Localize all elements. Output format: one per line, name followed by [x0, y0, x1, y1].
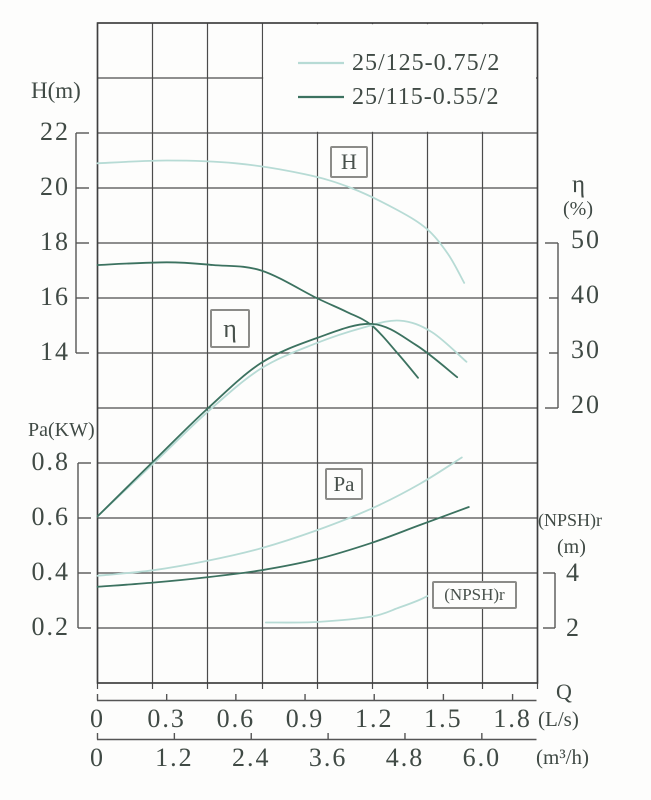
npshr-axis-tick-label: 4	[566, 558, 581, 587]
npshr-curve-label: (NPSH)r	[444, 585, 505, 604]
eta-axis-unit: (%)	[563, 198, 593, 220]
h-axis-tick-label: 14	[40, 337, 70, 366]
q-m3h-axis-tick-label: 4.8	[385, 743, 425, 772]
q-ls-axis-tick-label: 0.3	[147, 704, 186, 733]
npshr-axis-unit: (m)	[557, 536, 586, 558]
npshr-axis-tick-label: 2	[566, 613, 581, 642]
h-axis-tick-label: 16	[40, 282, 70, 311]
legend-label-25-125: 25/125-0.75/2	[352, 50, 501, 76]
q-m3h-axis-tick-label: 6.0	[462, 743, 502, 772]
curve-NPSHr-25/125-0.75/2	[264, 595, 429, 624]
eta-axis-tick-label: 20	[571, 390, 601, 419]
q-ls-axis-tick-label: 0.9	[285, 704, 325, 733]
q-m3h-axis-tick-label: 1.2	[155, 743, 194, 772]
curve-H-25/115-0.55/2	[96, 261, 419, 379]
h-axis-title: H(m)	[31, 78, 81, 103]
q-axis-unit-ls: (L/s)	[538, 707, 579, 731]
curve-eta-25/115-0.55/2	[96, 322, 459, 518]
legend-panel	[263, 24, 536, 132]
eta-axis-tick-label: 50	[571, 225, 601, 254]
h-curve-label: H	[341, 149, 357, 174]
q-ls-axis-tick-label: 1.2	[354, 704, 394, 733]
eta-axis-title: η	[572, 171, 586, 198]
pa-axis-title: Pa(KW)	[28, 419, 95, 441]
h-curve-label-box: H	[330, 146, 368, 178]
h-axis-tick-label: 20	[40, 172, 70, 201]
pa-axis-tick-label: 0.6	[31, 502, 70, 531]
pa-axis-tick-label: 0.2	[31, 612, 70, 641]
q-axis-title: Q	[556, 679, 572, 704]
pa-curve-label-box: Pa	[325, 468, 363, 500]
eta-curve-label-box: η	[210, 309, 250, 348]
q-ls-axis-tick-label: 1.8	[493, 704, 532, 733]
q-ls-axis-tick-label: 0	[90, 704, 105, 733]
h-axis-tick-label: 18	[40, 227, 70, 256]
q-ls-axis-tick-label: 0.6	[216, 704, 256, 733]
pa-curve-label: Pa	[333, 471, 355, 496]
q-m3h-axis-tick-label: 2.4	[231, 743, 271, 772]
q-axis-unit-m3h: (m³/h)	[536, 745, 589, 769]
pa-axis-tick-label: 0.8	[31, 447, 70, 476]
npshr-curve-label-box: (NPSH)r	[432, 581, 517, 609]
pa-axis-tick-label: 0.4	[31, 557, 70, 586]
curve-H-25/125-0.75/2	[96, 159, 466, 284]
h-axis-tick-label: 22	[40, 117, 70, 146]
curve-eta-25/125-0.75/2	[96, 319, 468, 518]
eta-axis-tick-label: 40	[571, 280, 601, 309]
eta-curve-label: η	[223, 313, 237, 343]
curve-Pa-25/115-0.55/2	[96, 506, 470, 588]
eta-axis-tick-label: 30	[571, 335, 601, 364]
q-ls-axis-tick-label: 1.5	[424, 704, 463, 733]
q-m3h-axis-tick-label: 0	[90, 743, 105, 772]
q-m3h-axis-tick-label: 3.6	[308, 743, 348, 772]
npshr-axis-title: (NPSH)r	[538, 510, 603, 530]
plot-border	[96, 22, 539, 684]
legend-label-25-115: 25/115-0.55/2	[352, 84, 500, 110]
curve-Pa-25/125-0.75/2	[96, 456, 463, 577]
